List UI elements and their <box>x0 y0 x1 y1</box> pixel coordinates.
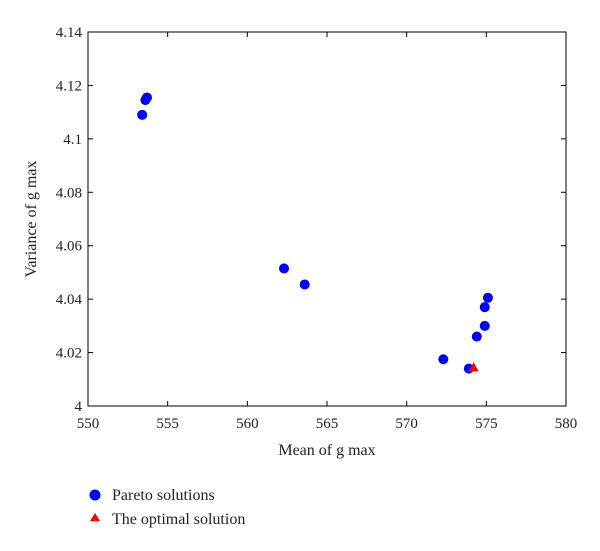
y-tick-label: 4.14 <box>56 25 83 41</box>
x-axis-title: Mean of g max <box>278 442 375 459</box>
pareto-solution-point <box>438 354 449 365</box>
x-tick-label: 550 <box>77 416 100 432</box>
y-tick-label: 4.06 <box>56 239 83 255</box>
legend-label-pareto: Pareto solutions <box>112 487 215 504</box>
x-tick-label: 570 <box>395 416 418 432</box>
x-tick-label: 580 <box>555 416 578 432</box>
pareto-solution-point <box>140 95 151 106</box>
y-tick-label: 4 <box>75 399 83 415</box>
pareto-solution-point <box>482 292 493 303</box>
legend-marker-optimal <box>90 513 100 521</box>
x-tick-label: 575 <box>475 416 498 432</box>
x-tick-label: 560 <box>236 416 259 432</box>
y-tick-label: 4.12 <box>56 78 82 94</box>
legend: Pareto solutions The optimal solution <box>89 487 245 528</box>
y-tick-label: 4.1 <box>63 132 82 148</box>
y-axis-title: Variance of g max <box>23 161 40 278</box>
points-layer <box>137 92 493 374</box>
y-tick-label: 4.08 <box>56 185 82 201</box>
pareto-solution-point <box>479 320 490 331</box>
y-tick-label: 4.04 <box>56 292 83 308</box>
pareto-solution-point <box>278 263 289 274</box>
legend-label-optimal: The optimal solution <box>112 511 245 528</box>
pareto-solution-point <box>299 279 310 290</box>
ticks-layer: 550 555 560 565 570 575 580 4 4.02 4.04 4.06 4.08 4.… <box>56 25 578 432</box>
pareto-solution-point <box>479 302 490 313</box>
x-tick-label: 555 <box>156 416 179 432</box>
pareto-solution-point <box>137 109 148 120</box>
optimal-solution-point <box>468 362 479 372</box>
y-tick-label: 4.02 <box>56 346 82 362</box>
x-tick-label: 565 <box>316 416 339 432</box>
pareto-solution-point <box>471 331 482 342</box>
legend-marker-pareto <box>89 489 101 501</box>
plot-frame <box>87 31 567 407</box>
